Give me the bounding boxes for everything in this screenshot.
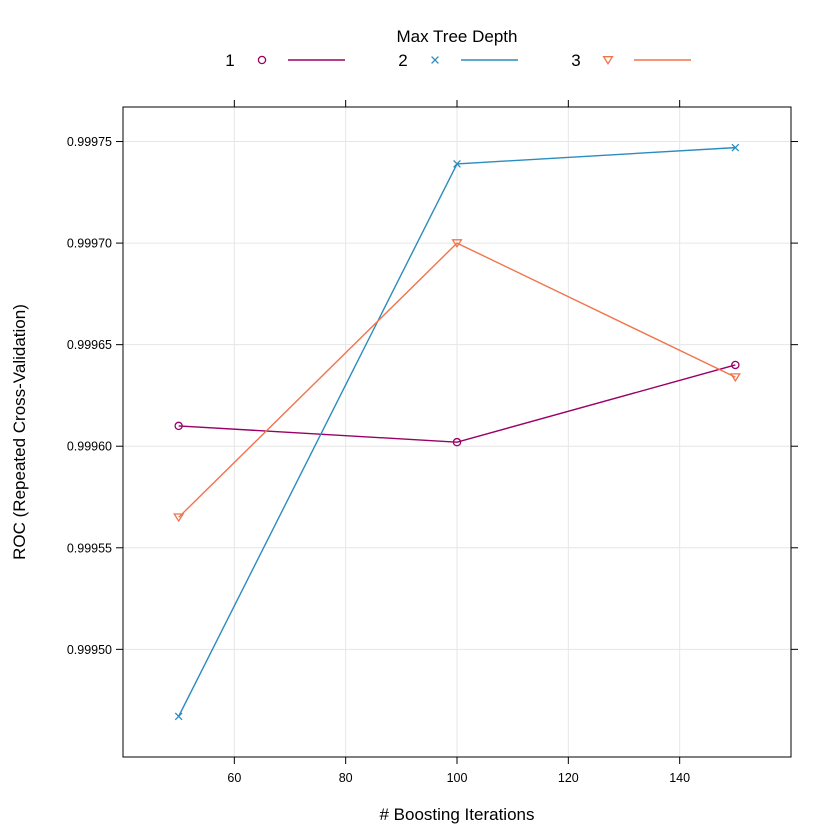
series-3: [173, 239, 741, 523]
series-line-3: [178, 242, 736, 518]
legend-marker: [257, 55, 267, 65]
x-tick-label: 100: [447, 771, 468, 785]
y-tick-label: 0.99965: [67, 338, 112, 352]
series-layer: [173, 143, 741, 721]
data-point-1: [174, 421, 183, 431]
x-tick-label: 140: [669, 771, 690, 785]
series-2: [174, 143, 740, 721]
legend-label: 1: [225, 51, 234, 70]
legend-label: 3: [571, 51, 580, 70]
y-tick-label: 0.99960: [67, 440, 112, 454]
legend: Max Tree Depth 1 2 3: [225, 27, 691, 70]
legend-title: Max Tree Depth: [397, 27, 518, 46]
data-point-2: [731, 143, 740, 152]
data-point-2: [453, 160, 461, 168]
series-line-1: [178, 364, 736, 443]
data-point-1: [731, 360, 740, 370]
data-point-2: [174, 712, 183, 721]
x-axis-title: # Boosting Iterations: [380, 805, 535, 824]
legend-marker: [431, 56, 439, 64]
legend-label: 2: [398, 51, 407, 70]
x-tick-label: 80: [339, 771, 353, 785]
data-point-1: [452, 437, 462, 447]
legend-marker: [602, 56, 614, 65]
legend-items: 1 2 3: [225, 51, 691, 70]
data-point-3: [729, 373, 741, 383]
tick-labels: 60 80 100 120 140 0.99950 0.99955 0.99960 0.9996…: [67, 135, 690, 785]
gridlines: [123, 107, 791, 757]
y-axis-title: ROC (Repeated Cross-Validation): [10, 304, 29, 560]
legend-item-1: 1: [225, 51, 345, 70]
data-point-3: [451, 239, 463, 249]
series-1: [174, 360, 740, 447]
x-tick-label: 120: [558, 771, 579, 785]
legend-item-2: 2: [398, 51, 518, 70]
x-tick-label: 60: [227, 771, 241, 785]
axis-ticks: [116, 100, 798, 764]
y-tick-label: 0.99970: [67, 237, 112, 251]
y-tick-label: 0.99955: [67, 541, 112, 555]
y-tick-label: 0.99975: [67, 135, 112, 149]
data-point-3: [173, 513, 185, 523]
y-tick-label: 0.99950: [67, 643, 112, 657]
legend-item-3: 3: [571, 51, 691, 70]
